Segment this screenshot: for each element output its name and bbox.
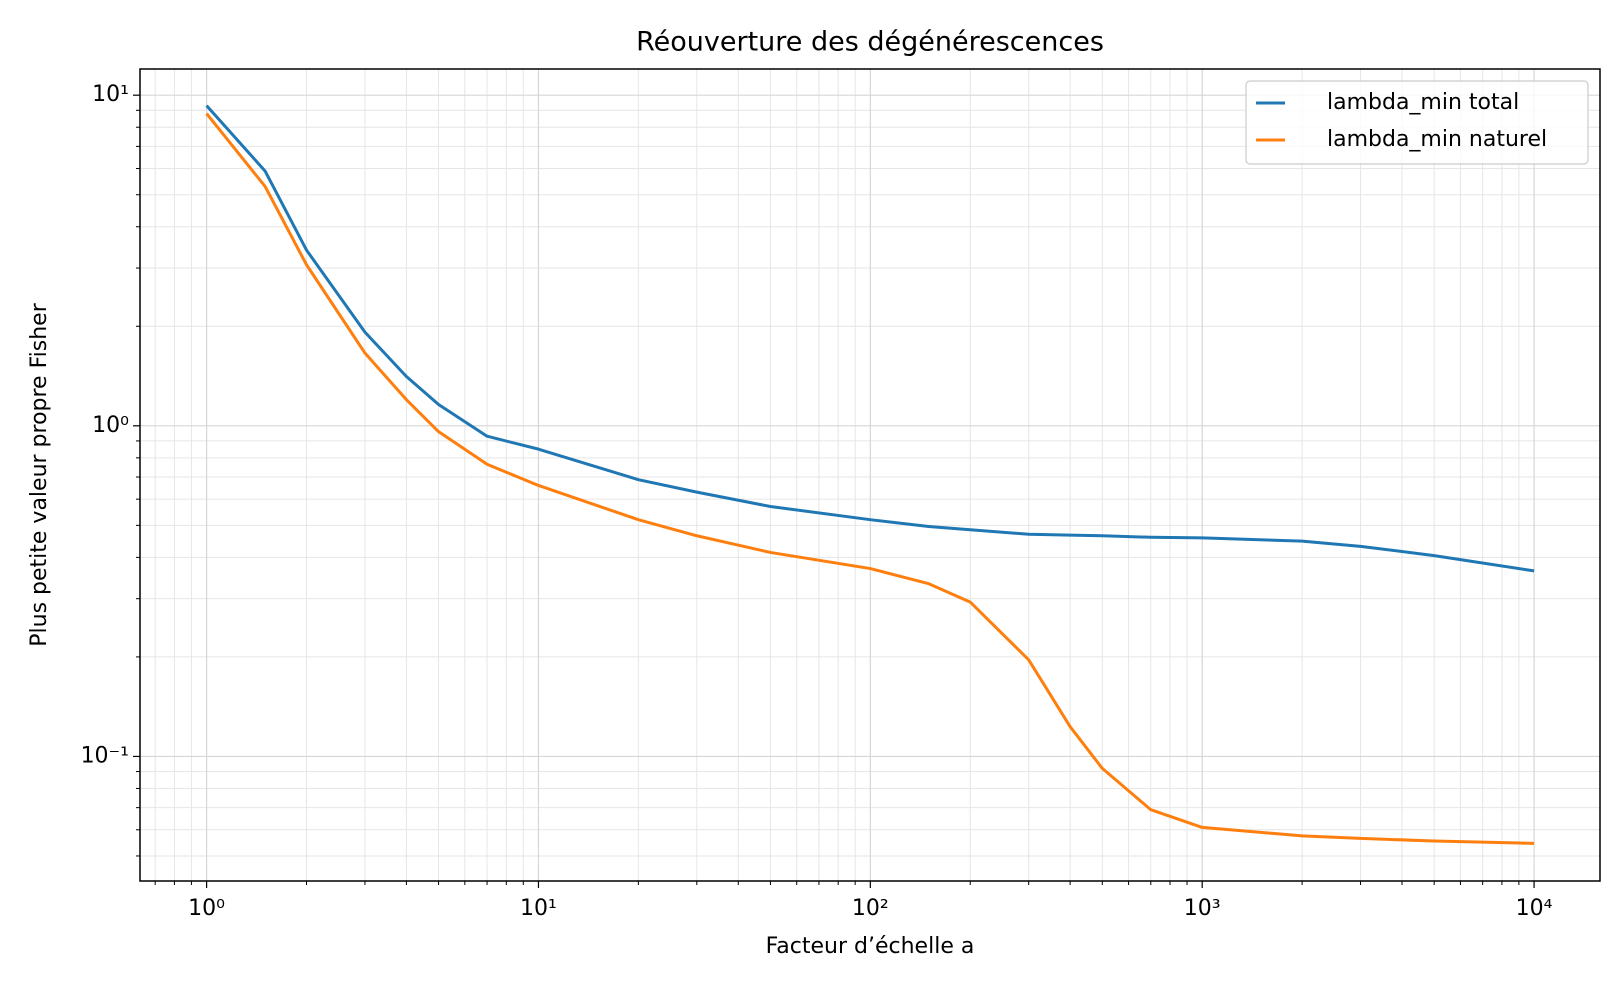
x-tick-label: 10² [852, 896, 889, 921]
y-tick-label: 10⁻¹ [81, 743, 129, 768]
plot-frame [139, 68, 1601, 882]
chart-title: Réouverture des dégénérescences [636, 27, 1104, 58]
line [205, 104, 1535, 573]
x-tick-label: 10⁴ [1516, 896, 1553, 921]
x-axis-label: Facteur d’échelle a [766, 934, 975, 959]
legend-label: lambda_min total [1327, 90, 1519, 115]
x-tick-label: 10¹ [520, 896, 557, 921]
y-tick-label: 10¹ [92, 82, 129, 107]
x-tick-label: 10⁰ [188, 896, 225, 921]
legend-box [1245, 80, 1589, 165]
line [205, 112, 1535, 845]
x-tick-label: 10³ [1184, 896, 1221, 921]
y-axis-label: Plus petite valeur propre Fisher [27, 302, 52, 646]
y-tick-label: 10⁰ [92, 413, 129, 438]
legend-label: lambda_min naturel [1327, 127, 1547, 152]
